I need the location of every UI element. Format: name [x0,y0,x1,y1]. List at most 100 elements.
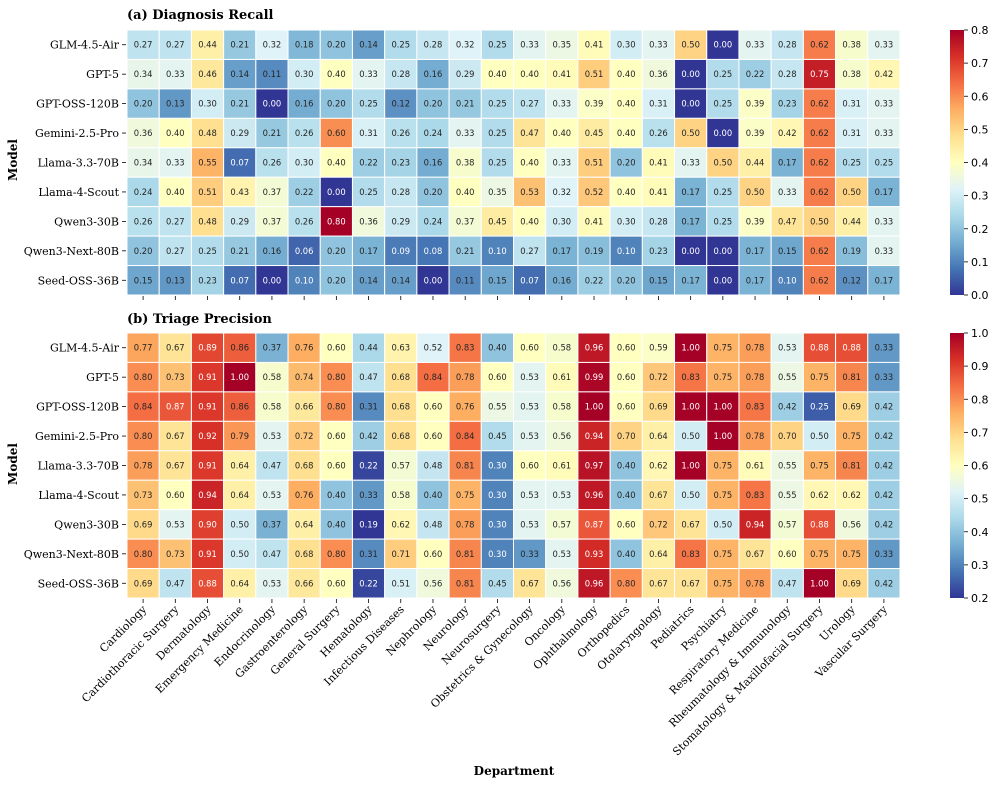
cell-value: 0.72 [649,372,668,382]
heatmap-cell [770,147,804,178]
heatmap-cell [416,538,450,570]
cell-value: 0.58 [552,402,571,412]
heatmap-cell [351,391,386,422]
cell-value: 0.81 [456,461,475,471]
cell-value: 0.78 [746,343,765,353]
heatmap-cell [287,265,321,296]
heatmap-cell [448,117,482,149]
cell-value: 0.40 [166,128,185,138]
cell-value: 0.31 [359,402,378,412]
cell-value: 0.87 [585,519,604,529]
cell-value: 0.45 [488,431,507,441]
heatmap-cell [545,265,579,296]
cell-value: 0.78 [746,372,765,382]
heatmap-cell [480,391,514,422]
heatmap-cell [835,568,869,599]
cell-value: 0.28 [778,69,797,79]
cell-value: 0.25 [488,128,507,138]
cell-value: 0.43 [230,187,249,197]
cell-value: 0.42 [875,431,894,441]
cell-value: 0.15 [134,275,153,285]
cell-value: 0.33 [875,549,894,559]
cell-value: 0.23 [778,99,797,109]
cell-value: 0.53 [263,490,282,500]
cell-value: 0.55 [778,372,797,382]
colorbar-tick-label: 0.2 [971,223,989,236]
cell-value: 0.40 [424,490,443,500]
cell-value: 0.00 [424,275,443,285]
cell-value: 0.51 [585,69,604,79]
heatmap-cell [674,206,708,237]
cell-value: 0.33 [552,99,571,109]
heatmap-cell [609,265,643,296]
cell-value: 0.14 [230,69,249,79]
cell-value: 0.55 [488,402,507,412]
cell-value: 0.33 [778,187,797,197]
cell-value: 0.34 [134,158,153,168]
heatmap-cell [158,58,192,90]
heatmap-cell [545,361,579,393]
cell-value: 0.60 [520,461,539,471]
row-label-gpt-oss-120b: GPT-OSS-120B [36,401,119,414]
cell-value: 0.53 [520,519,539,529]
heatmap-cell [513,568,547,599]
heatmap-cell [351,332,386,363]
cell-value: 0.35 [552,40,571,50]
cell-value: 0.31 [359,128,378,138]
cell-value: 0.60 [488,372,507,382]
heatmap-cell [738,265,772,296]
heatmap-cell [802,420,837,452]
cell-value: 0.48 [424,519,443,529]
cell-value: 0.40 [488,343,507,353]
heatmap-cell [867,117,901,149]
cell-value: 0.45 [585,128,604,138]
cell-value: 0.50 [230,549,249,559]
cell-value: 0.55 [778,461,797,471]
cell-value: 0.20 [327,275,346,285]
cell-value: 0.91 [198,461,217,471]
cell-value: 0.68 [295,549,314,559]
cell-value: 0.44 [842,216,861,226]
cell-value: 0.24 [424,128,443,138]
cell-value: 0.60 [327,461,346,471]
cell-value: 0.22 [359,578,378,588]
cell-value: 0.30 [488,490,507,500]
heatmap-cell [802,568,837,599]
heatmap-cell [867,265,901,296]
cell-value: 0.76 [295,490,314,500]
cell-value: 0.84 [424,372,443,382]
cell-value: 0.42 [875,490,894,500]
cell-value: 0.80 [134,549,153,559]
heatmap-cell [255,391,289,422]
cell-value: 0.99 [585,372,604,382]
heatmap-cell [641,176,676,208]
cell-value: 0.25 [391,40,410,50]
heatmap-cell [480,509,514,540]
cell-value: 0.19 [585,246,604,256]
heatmap-cell [190,568,225,599]
cell-value: 0.27 [166,216,185,226]
heatmap-cell [513,332,547,363]
cell-value: 0.47 [778,578,797,588]
heatmap-cell [609,568,643,599]
heatmap-cell [609,332,643,363]
heatmap-cell [158,568,192,599]
heatmap-cell [384,509,418,540]
cell-value: 0.17 [875,275,894,285]
cell-value: 0.80 [327,372,346,382]
cell-value: 0.10 [617,246,636,256]
cell-value: 0.71 [391,549,410,559]
heatmap-cell [319,88,353,119]
cell-value: 0.33 [681,158,700,168]
cell-value: 0.42 [778,128,797,138]
cell-value: 0.80 [617,578,636,588]
cell-value: 0.92 [198,431,217,441]
cell-value: 0.26 [649,128,668,138]
cell-value: 0.29 [230,128,249,138]
heatmap-cell [802,538,837,570]
cell-value: 0.25 [810,402,829,412]
heatmap-cell [158,206,192,237]
cell-value: 1.00 [681,461,700,471]
heatmap-cell [223,147,257,178]
